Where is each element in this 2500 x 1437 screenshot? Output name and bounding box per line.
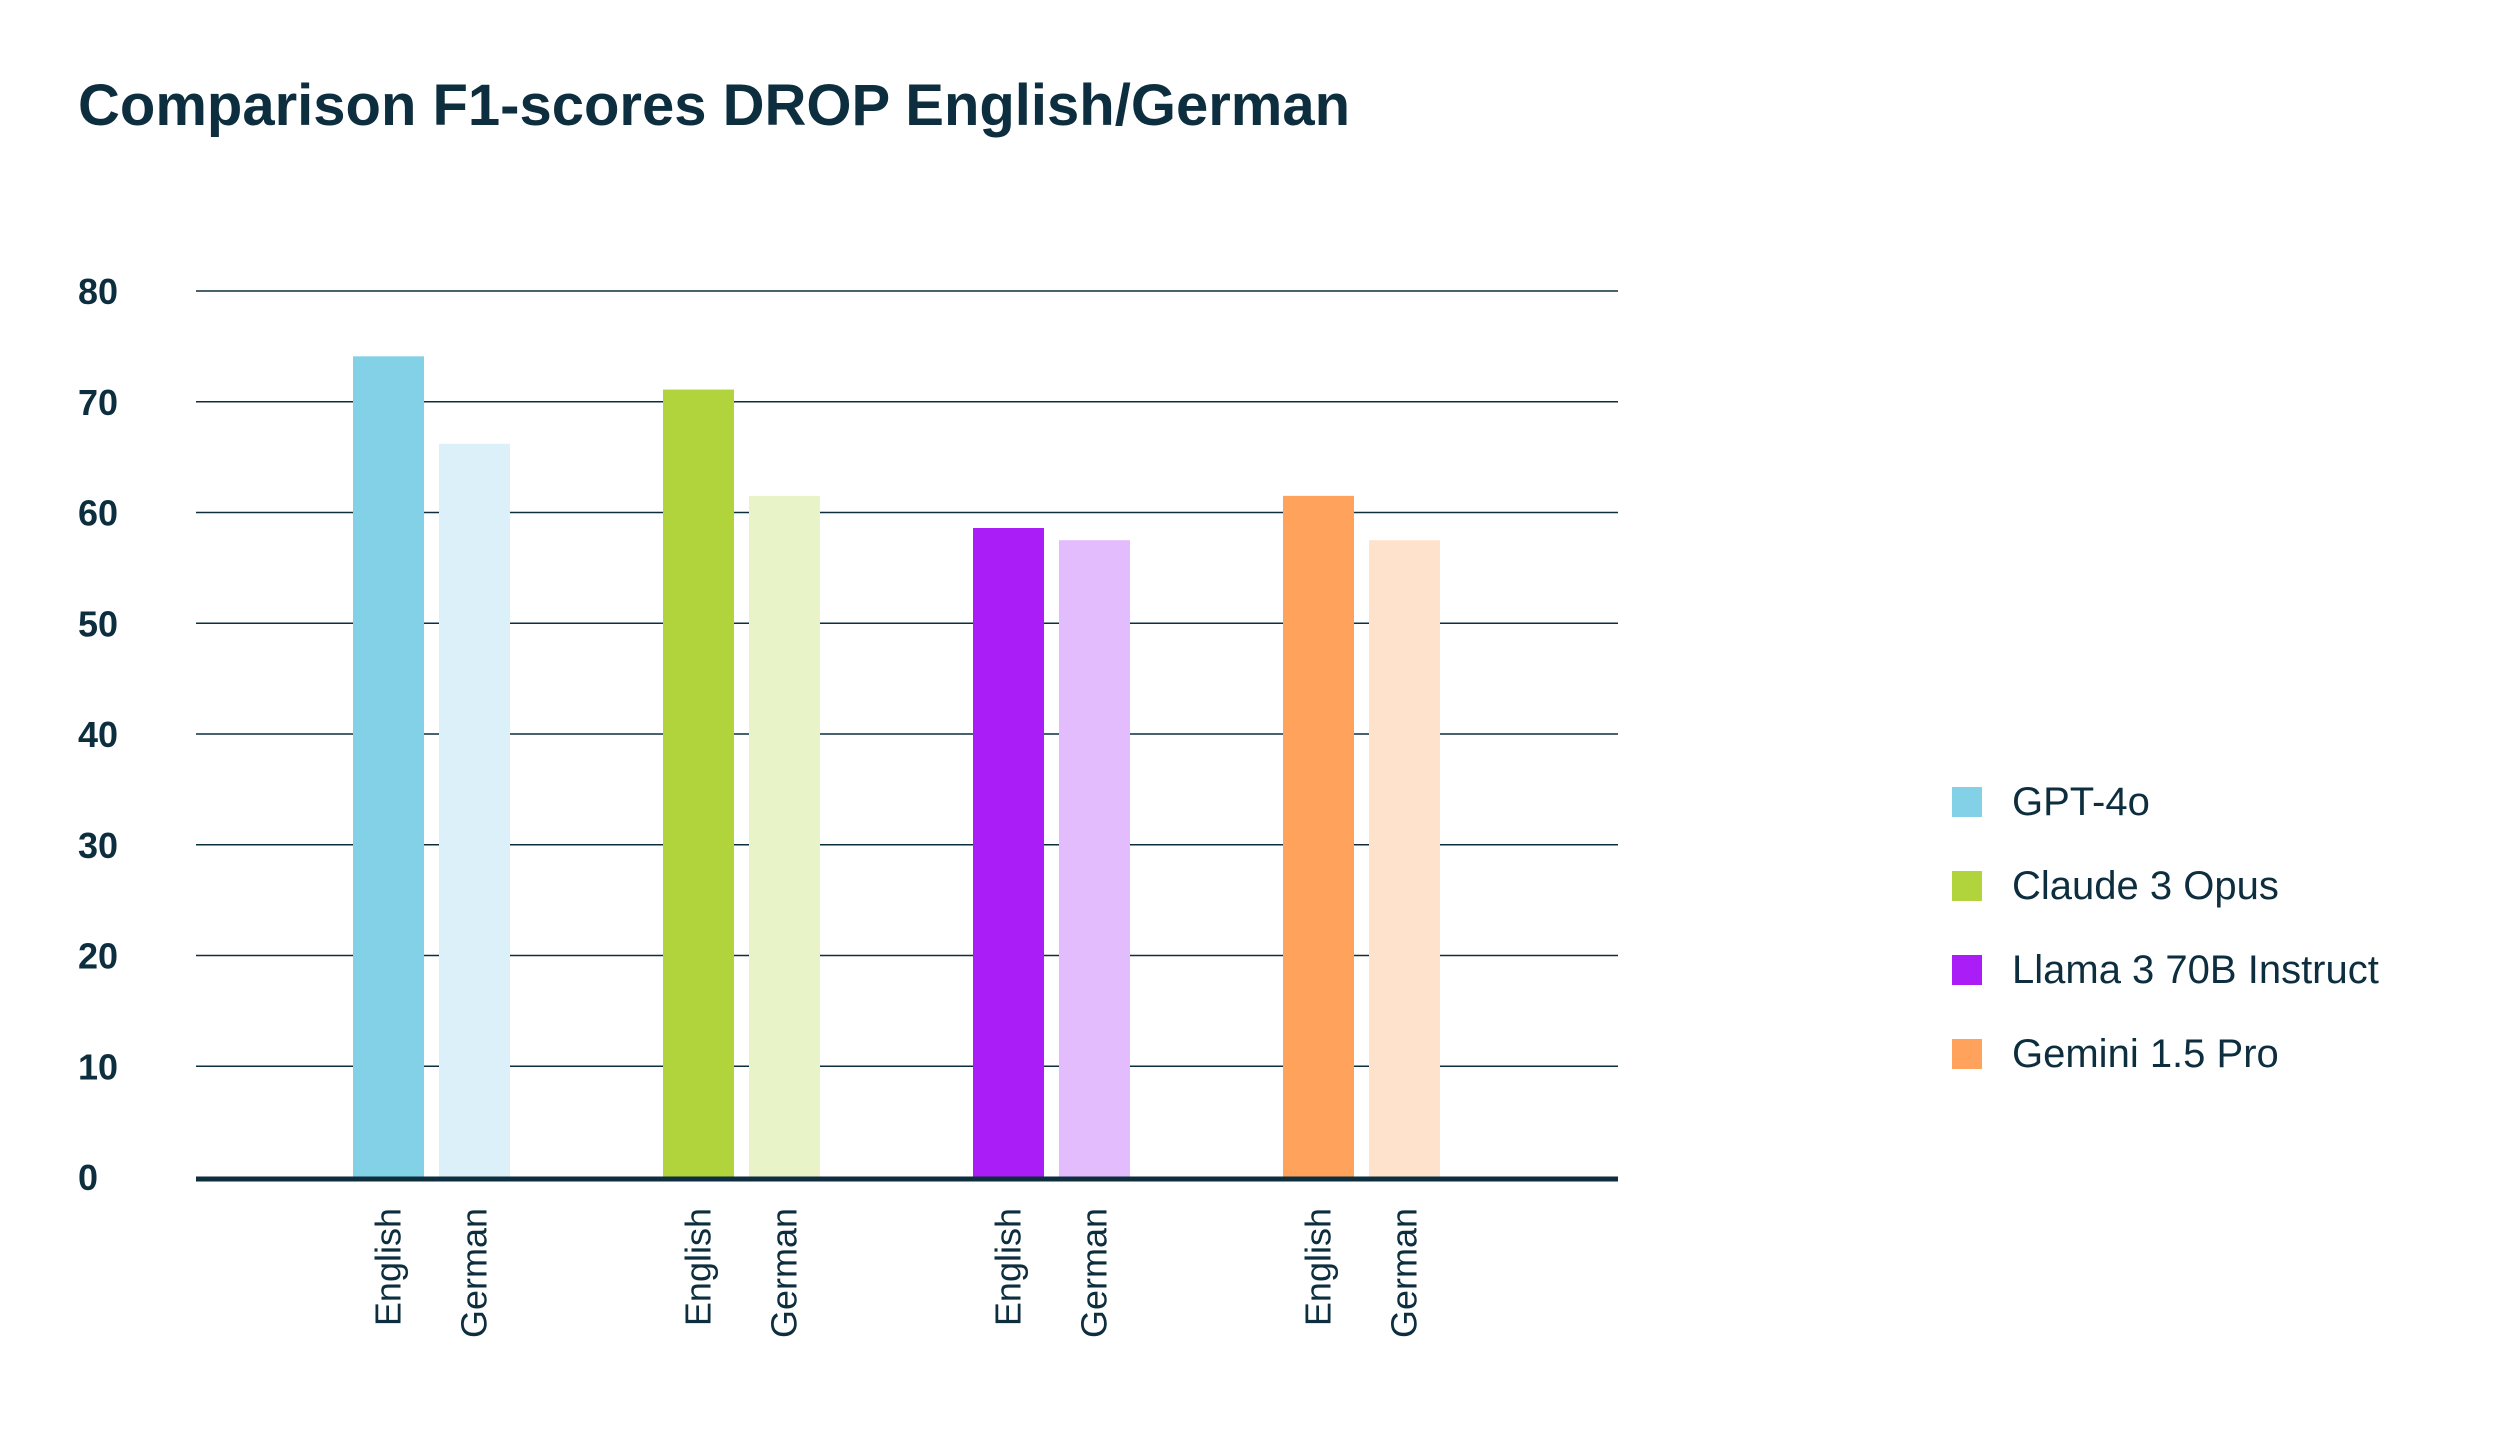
y-tick-label-50: 50 xyxy=(78,603,118,644)
x-tick-label-german: German xyxy=(1074,1208,1115,1338)
y-axis-ticks: 0 10 20 30 40 50 60 70 80 xyxy=(78,271,118,1198)
y-tick-label-60: 60 xyxy=(78,493,118,534)
x-tick-label-german: German xyxy=(1384,1208,1425,1338)
bar-gpt-4o-english xyxy=(353,356,424,1177)
legend-swatch xyxy=(1952,871,1982,901)
bar-claude-3-opus-german xyxy=(749,495,820,1177)
legend-label: Gemini 1.5 Pro xyxy=(2012,1031,2279,1076)
x-axis-labels: English German English German English German E… xyxy=(368,1208,1425,1338)
bar-claude-3-opus-english xyxy=(663,389,734,1177)
chart-title: Comparison F1-scores DROP English/German xyxy=(78,73,1351,138)
legend-label: GPT-4o xyxy=(2012,779,2150,824)
y-tick-label-80: 80 xyxy=(78,271,118,312)
x-tick-label-english: English xyxy=(1298,1208,1339,1326)
legend-label: Llama 3 70B Instruct xyxy=(2012,947,2379,992)
legend-label: Claude 3 Opus xyxy=(2012,863,2279,908)
y-tick-label-20: 20 xyxy=(78,936,118,977)
y-tick-label-30: 30 xyxy=(78,825,118,866)
bar-llama-3-70b-instruct-german xyxy=(1059,540,1130,1177)
legend-item: GPT-4o xyxy=(1952,760,2379,844)
legend: GPT-4o Claude 3 Opus Llama 3 70B Instruct G… xyxy=(1952,760,2379,1096)
y-tick-label-70: 70 xyxy=(78,382,118,423)
bar-llama-3-70b-instruct-english xyxy=(973,528,1044,1177)
legend-swatch xyxy=(1952,955,1982,985)
bar-gemini-1-5-pro-english xyxy=(1283,495,1354,1177)
legend-item: Claude 3 Opus xyxy=(1952,844,2379,928)
y-tick-label-0: 0 xyxy=(78,1157,98,1198)
x-tick-label-english: English xyxy=(678,1208,719,1326)
x-tick-label-german: German xyxy=(454,1208,495,1338)
y-tick-label-40: 40 xyxy=(78,714,118,755)
bars xyxy=(353,356,1440,1178)
legend-item: Gemini 1.5 Pro xyxy=(1952,1012,2379,1096)
x-tick-label-german: German xyxy=(764,1208,805,1338)
y-tick-label-10: 10 xyxy=(78,1046,118,1087)
x-tick-label-english: English xyxy=(368,1208,409,1326)
bar-gpt-4o-german xyxy=(439,443,510,1178)
x-tick-label-english: English xyxy=(988,1208,1029,1326)
gridlines xyxy=(196,290,1618,1068)
legend-swatch xyxy=(1952,1039,1982,1069)
legend-swatch xyxy=(1952,787,1982,817)
bar-gemini-1-5-pro-german xyxy=(1369,540,1440,1177)
legend-item: Llama 3 70B Instruct xyxy=(1952,928,2379,1012)
